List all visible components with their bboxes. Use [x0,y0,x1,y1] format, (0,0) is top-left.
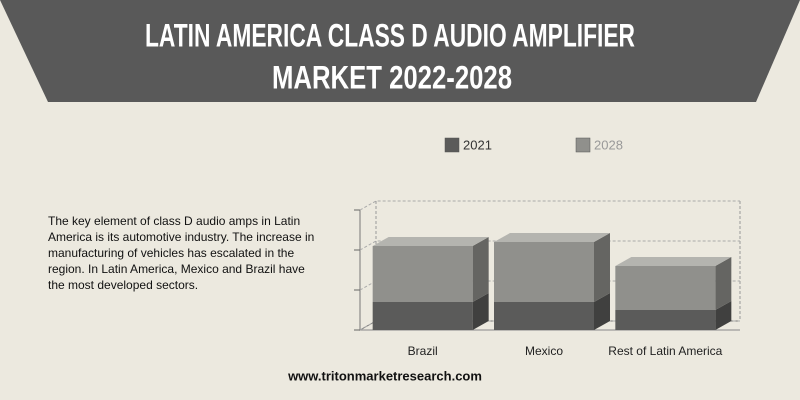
grid-line [359,200,740,211]
bar-side [472,293,489,330]
bar-segment [372,246,473,302]
bar-segment [494,302,594,330]
bar-segment [494,242,594,302]
bar-top [372,237,489,246]
bar-side [594,293,610,330]
bar-side [594,233,610,302]
bar-segment [615,310,716,330]
bar-top [615,257,732,266]
source: www.tritonmarketresearch.com [287,368,482,383]
bar-side [472,237,489,302]
title-banner [0,0,800,102]
chart-title: MARKET 2022-2028 [272,59,512,95]
bar-side [715,257,732,310]
x-tick-label: Brazil [408,344,438,358]
description: The key element of class D audio amps in… [48,214,315,292]
bar-top [494,233,610,242]
x-tick-label: Mexico [525,344,563,358]
chart-title: LATIN AMERICA CLASS D AUDIO AMPLIFIER [145,17,635,53]
legend-swatch [444,137,460,153]
legend-swatch [575,137,591,153]
x-tick-label: Rest of Latin America [608,344,722,358]
bar-segment [615,266,716,310]
legend-label: 2028 [594,137,623,152]
bar-segment [372,302,473,330]
bar-side [715,301,732,330]
legend-label: 2021 [463,137,492,152]
grid-line [359,240,740,251]
